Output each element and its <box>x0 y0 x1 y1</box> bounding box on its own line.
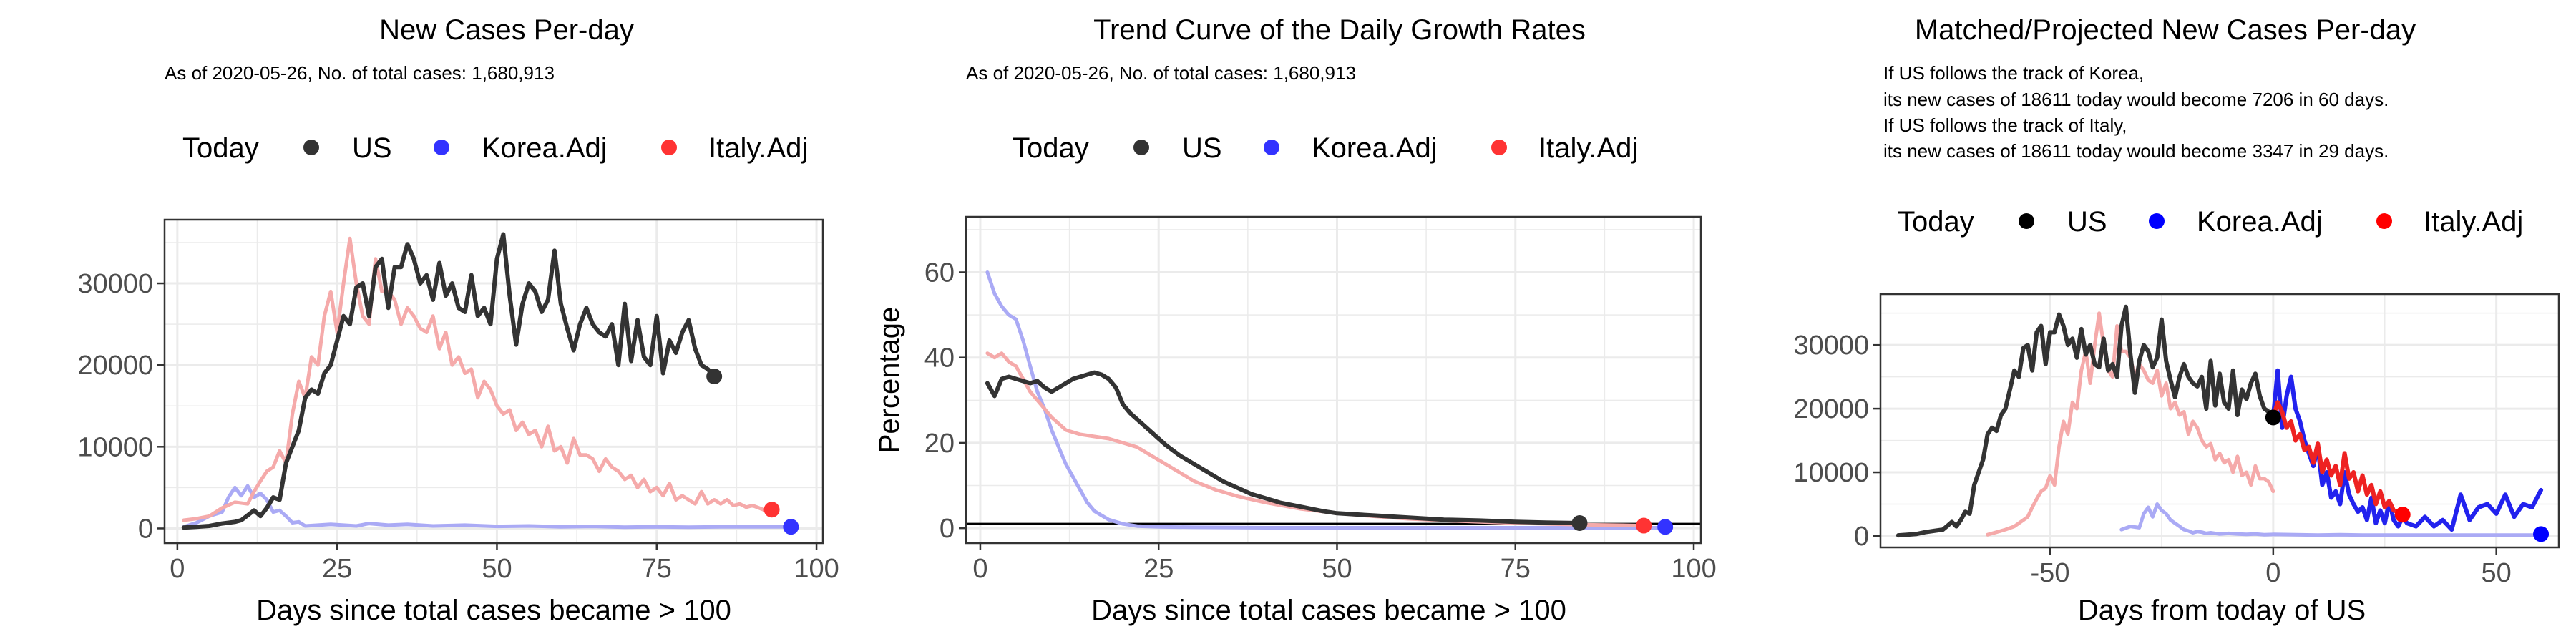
plot-area: -50 0 50 0 10000 20000 30000 <box>1793 293 2560 588</box>
x-tick-label: 25 <box>1143 554 1174 584</box>
x-tick-label: 100 <box>1671 554 1716 584</box>
series-line-korea-adj <box>985 270 1667 530</box>
annotation-line: If US follows the track of Italy, <box>1883 114 2127 136</box>
chart-title: New Cases Per-day <box>379 14 634 46</box>
y-tick-label: 0 <box>940 514 955 544</box>
end-point-us <box>2265 409 2281 426</box>
chart-title: Trend Curve of the Daily Growth Rates <box>1093 14 1586 46</box>
x-tick-label: 0 <box>2265 558 2280 588</box>
series-line-korea-adj <box>182 484 786 530</box>
panel-growth-rates: Trend Curve of the Daily Growth Rates As… <box>874 14 1717 626</box>
x-tick-label: 25 <box>322 554 352 584</box>
legend-key-italy <box>1491 140 1507 155</box>
legend-title: Today <box>1898 206 1974 238</box>
y-tick-label: 20000 <box>1793 394 1869 424</box>
panel-new-cases: New Cases Per-day As of 2020-05-26, No. … <box>77 14 839 626</box>
x-axis-label: Days since total cases became > 100 <box>1091 595 1566 626</box>
legend-label-us: US <box>2067 206 2107 238</box>
plot-area: 0 25 50 75 100 0 10000 20000 30000 <box>77 218 839 584</box>
end-point-korea-adj <box>1657 519 1674 535</box>
x-tick-label: 50 <box>482 554 512 584</box>
legend-key-us <box>2019 213 2034 229</box>
x-axis-label: Days since total cases became > 100 <box>256 595 731 626</box>
chart-title: Matched/Projected New Cases Per-day <box>1915 14 2416 46</box>
annotation-line: If US follows the track of Korea, <box>1883 62 2144 84</box>
chart-subtitle: As of 2020-05-26, No. of total cases: 1,… <box>966 62 1356 84</box>
legend-label-us: US <box>1182 132 1222 164</box>
legend-label-italy: Italy.Adj <box>1538 132 1638 164</box>
y-tick-label: 0 <box>138 514 153 544</box>
annotation-line: its new cases of 18611 today would becom… <box>1883 89 2389 110</box>
series-line-us <box>181 232 717 530</box>
end-point-italy-adj <box>763 502 780 518</box>
legend-key-italy <box>2376 213 2392 229</box>
panel-border <box>965 215 1702 545</box>
y-tick-label: 10000 <box>1793 458 1869 488</box>
series-layer <box>181 232 786 530</box>
end-point-korea-adj <box>783 519 799 535</box>
legend-label-korea: Korea.Adj <box>482 132 608 164</box>
y-tick-label: 20 <box>924 429 955 459</box>
annotation-line: its new cases of 18611 today would becom… <box>1883 140 2389 162</box>
series-layer <box>1896 304 2544 538</box>
x-tick-label: 0 <box>170 554 185 584</box>
y-tick-label: 60 <box>924 258 955 288</box>
x-tick-label: 100 <box>794 554 839 584</box>
legend-key-us <box>303 140 319 155</box>
end-point-korea-adj <box>2533 526 2550 542</box>
x-tick-label: 50 <box>1322 554 1352 584</box>
legend: Today US Korea.Adj Italy.Adj <box>1013 132 1638 164</box>
legend-label-korea: Korea.Adj <box>1312 132 1438 164</box>
series-line-us <box>985 370 1582 525</box>
legend-title: Today <box>1013 132 1089 164</box>
projection-annotation: If US follows the track of Korea, its ne… <box>1883 62 2389 162</box>
chart-subtitle: As of 2020-05-26, No. of total cases: 1,… <box>165 62 555 84</box>
y-tick-label: 0 <box>1854 522 1869 552</box>
legend-label-italy: Italy.Adj <box>708 132 808 164</box>
y-tick-label: 30000 <box>1793 331 1869 361</box>
x-tick-label: 50 <box>2482 558 2512 588</box>
series-line-us <box>1896 304 2275 538</box>
y-axis-label: Percentage <box>874 307 905 454</box>
x-tick-label: 0 <box>972 554 987 584</box>
end-point-italy-adj <box>2394 507 2411 523</box>
plot-area: 0 25 50 75 100 0 20 40 60 <box>924 215 1717 584</box>
panel-projected-cases: Matched/Projected New Cases Per-day If U… <box>1793 14 2560 626</box>
legend-label-us: US <box>352 132 392 164</box>
x-tick-label: -50 <box>2031 558 2070 588</box>
series-line-italy-adj-projection <box>2270 400 2405 517</box>
end-point-us <box>1571 514 1588 531</box>
legend: Today US Korea.Adj Italy.Adj <box>182 132 808 164</box>
legend: Today US Korea.Adj Italy.Adj <box>1898 206 2523 238</box>
y-tick-label: 10000 <box>77 432 153 462</box>
legend-key-korea <box>1264 140 1279 155</box>
legend-label-italy: Italy.Adj <box>2424 206 2523 238</box>
end-point-us <box>706 369 723 385</box>
series-line-italy-adj <box>182 236 774 522</box>
panel-border <box>163 218 824 545</box>
legend-key-korea <box>434 140 449 155</box>
x-tick-label: 75 <box>1501 554 1531 584</box>
panel-border <box>1879 293 2560 549</box>
legend-key-us <box>1133 140 1149 155</box>
x-axis-label: Days from today of US <box>2078 595 2366 626</box>
legend-label-korea: Korea.Adj <box>2197 206 2323 238</box>
legend-title: Today <box>182 132 259 164</box>
y-tick-label: 40 <box>924 343 955 374</box>
end-point-italy-adj <box>1636 517 1652 534</box>
series-line-korea-adj <box>2119 502 2543 537</box>
y-tick-label: 20000 <box>77 351 153 381</box>
y-tick-label: 30000 <box>77 269 153 299</box>
x-tick-label: 75 <box>642 554 672 584</box>
legend-key-italy <box>661 140 677 155</box>
legend-key-korea <box>2149 213 2165 229</box>
